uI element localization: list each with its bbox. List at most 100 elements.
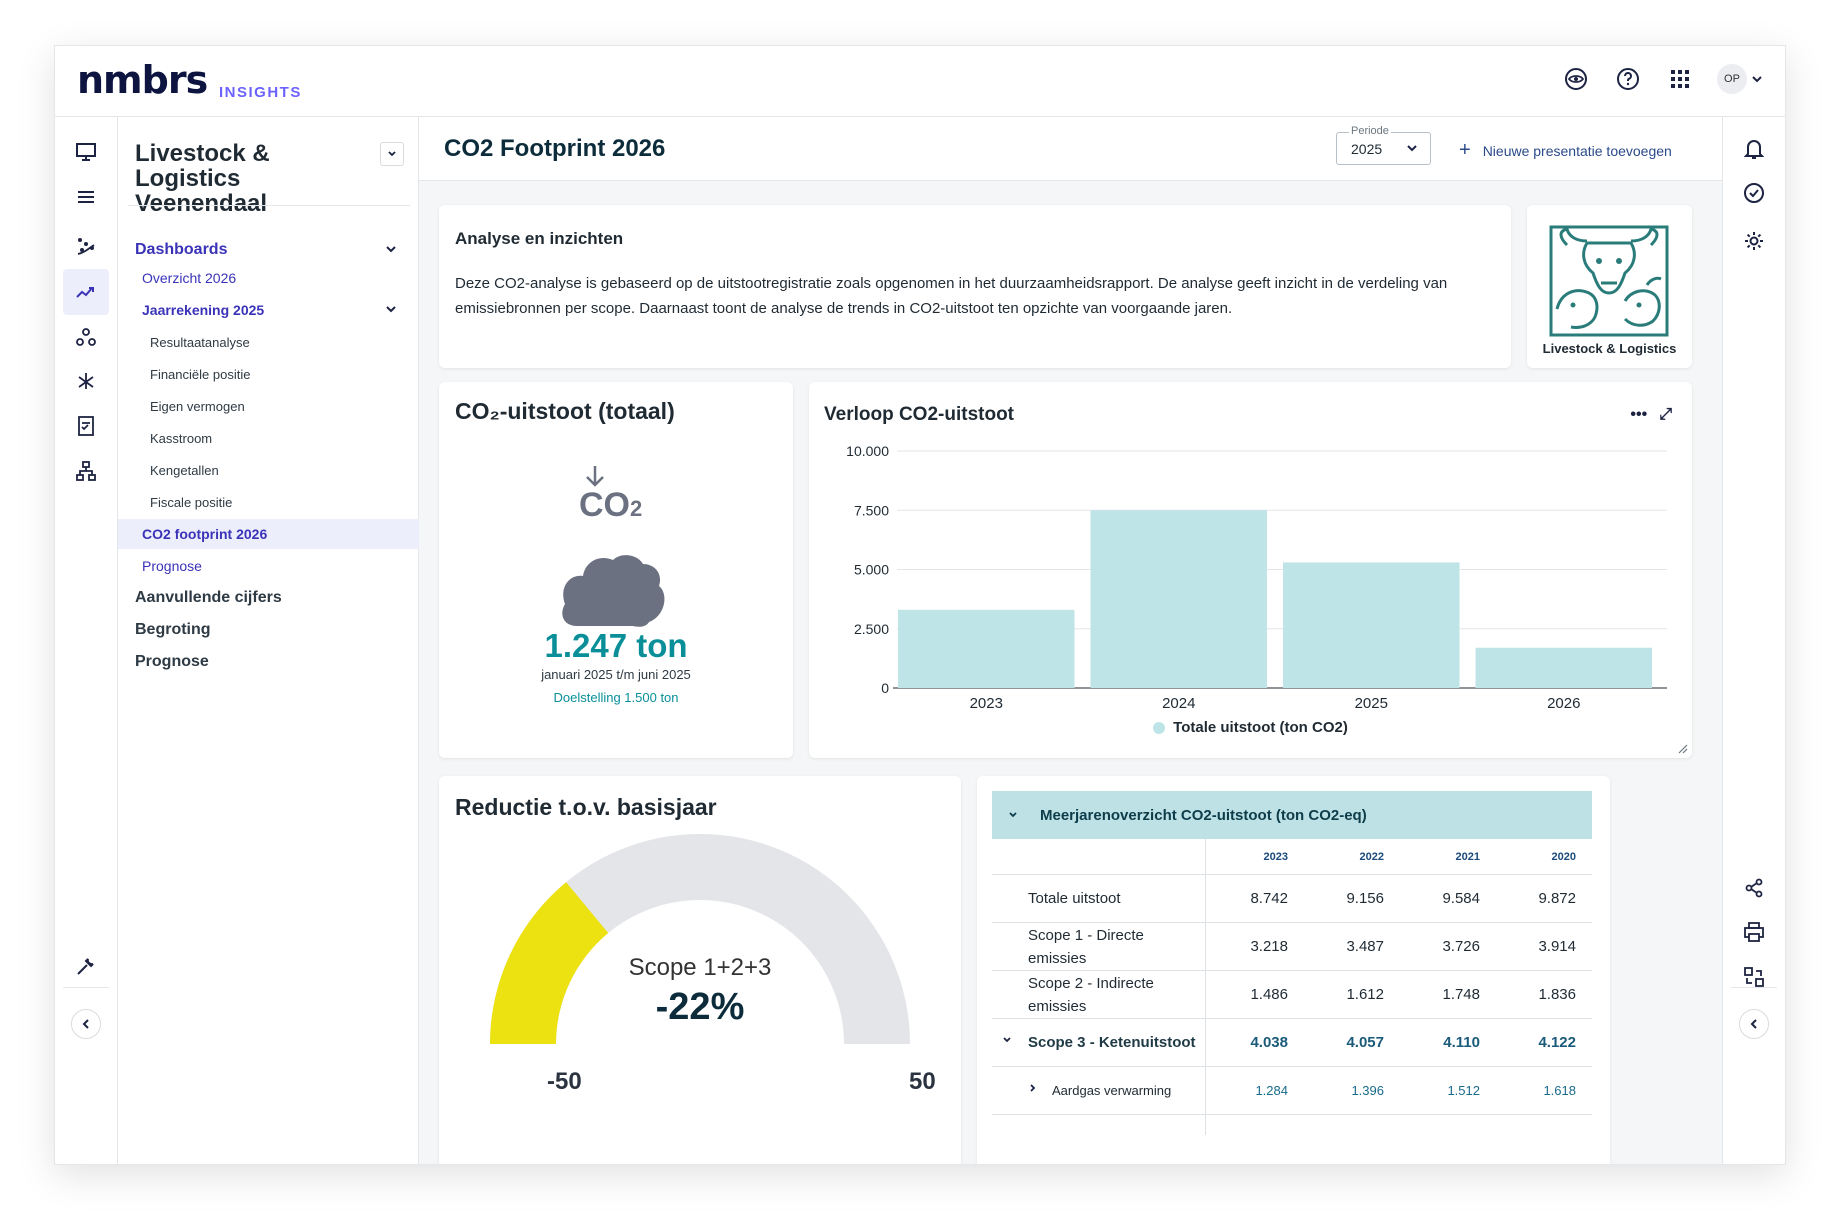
row-label-expandable[interactable]: Aardgas verwarming [992,1067,1206,1114]
y-tick-label: 0 [881,680,889,696]
bar[interactable] [1475,647,1653,688]
plus-icon: + [1459,139,1471,161]
trend-icon[interactable] [63,269,109,315]
collapse-left-button[interactable] [71,1009,101,1039]
wrench-icon[interactable] [63,943,109,989]
collapse-right-button[interactable] [1739,1009,1769,1039]
row-label-expandable[interactable]: Scope 3 - Ketenuitstoot [992,1019,1206,1066]
nav-aanvullende-cijfers[interactable]: Aanvullende cijfers [135,589,282,606]
multi-year-table: Meerjarenoverzicht CO2-uitstoot (ton CO2… [992,791,1592,1135]
livestock-logo [1549,225,1669,337]
analysis-body: Deze CO2-analyse is gebaseerd op de uits… [455,275,1448,317]
help-icon[interactable] [1613,64,1643,94]
eye-icon[interactable] [1561,64,1591,94]
gauge-label: Scope 1+2+3 [628,954,772,981]
new-presentation-button[interactable]: + Nieuwe presentatie toevoegen [1459,139,1672,162]
company-dropdown[interactable] [380,142,404,166]
print-icon[interactable] [1739,917,1769,947]
gear-icon[interactable] [1739,226,1769,256]
cell: 9.156 [1346,890,1384,907]
table-corner [992,839,1206,874]
table-row[interactable]: Aardgas verwarming 1.284 1.396 1.512 1.6… [992,1067,1592,1115]
main-content: CO2 Footprint 2026 Periode 2025 + Nieuwe… [419,117,1724,1164]
more-options-icon[interactable]: ••• [1630,406,1648,423]
analysis-title: Analyse en inzichten [455,229,624,248]
nav-dashboards-label: Dashboards [135,241,228,258]
co2-trend-card: Verloop CO2-uitstoot ••• ⤢ 0 2.500 5.000 7.… [809,382,1692,758]
period-select[interactable]: Periode 2025 [1336,125,1431,165]
expand-icon[interactable]: ⤢ [1659,406,1672,423]
co2-total-goal: Doelstelling 1.500 ton [553,690,679,705]
cell: 8.742 [1250,890,1288,907]
gauge-fill [490,882,609,1044]
nav-jaarrekening[interactable]: Jaarrekening 2025 [118,295,419,325]
y-tick-label: 7.500 [854,502,889,518]
table-title: Meerjarenoverzicht CO2-uitstoot (ton CO2… [1040,806,1367,824]
bar[interactable] [1283,562,1460,688]
nav-overzicht[interactable]: Overzicht 2026 [142,270,237,286]
cell: 3.487 [1346,938,1384,955]
bell-icon[interactable] [1739,134,1769,164]
nav-fiscale-positie[interactable]: Fiscale positie [150,494,233,510]
co2-total-value: 1.247 ton [544,627,688,664]
table-row: Scope 1 - Directe emissies 3.218 3.487 3… [992,923,1592,971]
cell: 1.396 [1351,1083,1384,1098]
cell: 9.584 [1442,890,1480,907]
cell: 1.486 [1250,986,1288,1003]
cell: 1.512 [1447,1083,1480,1098]
export-icon[interactable] [1739,962,1769,992]
nav-kasstroom[interactable]: Kasstroom [150,430,213,446]
table-header[interactable]: Meerjarenoverzicht CO2-uitstoot (ton CO2… [992,791,1592,839]
split-icon[interactable] [63,358,109,404]
brand-logo[interactable]: nmbrs [77,58,208,102]
logo-caption: Livestock & Logistics [1542,341,1677,356]
table-row[interactable]: Scope 3 - Ketenuitstoot 4.038 4.057 4.11… [992,1019,1592,1067]
avatar[interactable]: OP [1717,64,1747,94]
nav-eigen-vermogen[interactable]: Eigen vermogen [150,398,245,414]
y-tick-label: 2.500 [854,621,889,637]
org-chart-icon[interactable] [63,448,109,494]
company-name: Livestock & Logistics Veenendaal [135,140,270,217]
chevron-left-icon [82,1019,89,1029]
nav-prognose[interactable]: Prognose [135,653,209,670]
row-label [992,1115,1206,1135]
check-circle-icon[interactable] [1739,178,1769,208]
gauge-max: 50 [909,1068,936,1095]
year-col: 2023 [1263,850,1288,863]
year-col: 2022 [1359,850,1384,863]
nav-co2-footprint[interactable]: CO2 footprint 2026 [118,519,419,549]
user-menu[interactable]: OP [1717,64,1763,94]
network-icon[interactable] [63,314,109,360]
y-tick-label: 5.000 [854,562,889,578]
menu-icon[interactable] [63,174,109,220]
cell: 4.122 [1538,1034,1576,1051]
monitor-icon[interactable] [63,129,109,175]
row-label: Scope 1 - Directe emissies [992,923,1206,970]
nav-financiele-positie[interactable]: Financiële positie [150,366,251,382]
company-logo-card: Livestock & Logistics [1527,205,1692,368]
share-icon[interactable] [1739,873,1769,903]
nav-resultaatanalyse[interactable]: Resultaatanalyse [150,334,250,350]
nav-begroting[interactable]: Begroting [135,621,211,638]
x-tick-label: 2024 [1162,695,1195,712]
reduction-card: Reductie t.o.v. basisjaar Scope 1+2+3 -2… [439,776,961,1164]
table-row: Totale uitstoot 8.742 9.156 9.584 9.872 [992,875,1592,923]
co2-total-card: CO₂-uitstoot (totaal) CO2 1.247 ton janu… [439,382,793,758]
bar[interactable] [1090,510,1268,688]
cell: 3.726 [1442,938,1480,955]
top-bar: nmbrs INSIGHTS OP [55,46,1785,117]
nav-panel: Livestock & Logistics Veenendaal Dashboa… [118,117,419,1164]
resize-handle-icon[interactable] [1678,744,1688,754]
top-bar-icons: OP [1561,64,1763,94]
cell: 4.038 [1250,1034,1288,1051]
data-points-icon[interactable] [63,223,109,269]
apps-grid-icon[interactable] [1665,64,1695,94]
brand-subtitle: INSIGHTS [219,84,302,101]
bar[interactable] [898,609,1075,688]
nav-kengetallen[interactable]: Kengetallen [150,462,219,478]
nav-dashboards[interactable]: Dashboards [118,235,419,265]
checklist-icon[interactable] [63,403,109,449]
table-row-clipped [992,1115,1592,1135]
nav-prognose-sub[interactable]: Prognose [142,558,202,574]
period-value: 2025 [1351,141,1383,157]
